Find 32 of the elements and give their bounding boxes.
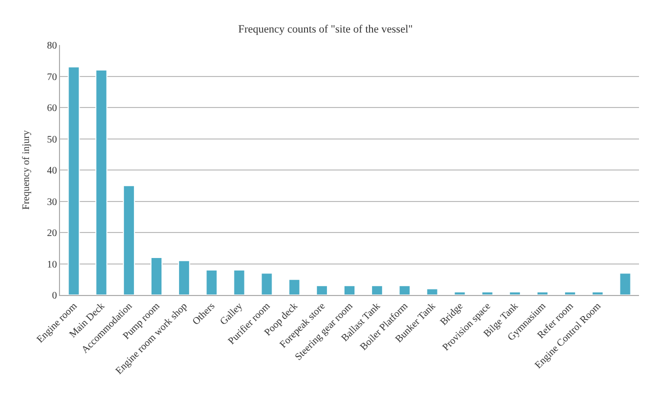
bar (592, 291, 604, 295)
bar (564, 291, 576, 295)
bar (233, 270, 246, 295)
bar (343, 285, 356, 295)
bar (68, 66, 80, 295)
y-tick-label: 20 (47, 228, 57, 239)
y-tick-label: 80 (47, 40, 57, 52)
bar (619, 272, 632, 295)
y-tick-label: 50 (47, 134, 57, 146)
bar (95, 70, 108, 295)
y-tick-label: 30 (47, 196, 57, 208)
chart-title: Frequency counts of "site of the vessel" (238, 23, 413, 36)
bar (206, 270, 218, 295)
bar (426, 288, 438, 295)
bar (398, 285, 411, 295)
y-tick-label: 40 (47, 166, 57, 176)
bar (508, 291, 521, 295)
y-tick-label: 60 (47, 103, 57, 114)
bar (122, 185, 135, 295)
bar (481, 291, 494, 295)
y-tick-label: 70 (47, 72, 57, 83)
y-axis-title: Frequency of injury (21, 130, 32, 210)
bar (178, 260, 190, 295)
bar (150, 257, 163, 295)
bar (288, 278, 300, 295)
bar (371, 285, 384, 295)
bar (454, 291, 466, 295)
bar (260, 272, 273, 295)
bar (536, 291, 549, 295)
y-tick-label: 0 (52, 290, 57, 302)
bar (316, 285, 328, 295)
y-tick-label: 10 (47, 259, 57, 270)
